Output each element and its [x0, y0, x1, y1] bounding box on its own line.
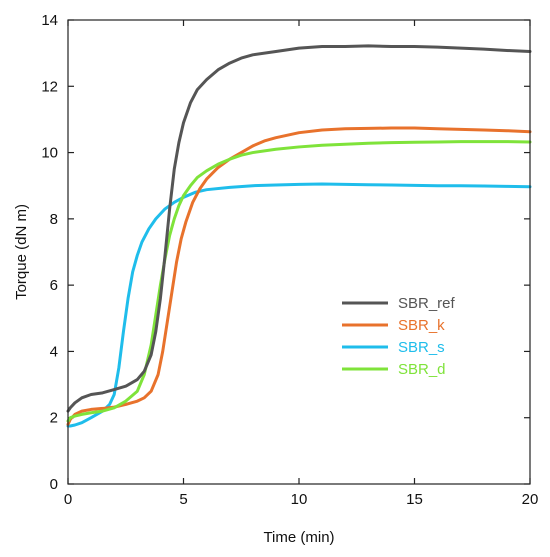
y-tick-label: 0: [50, 476, 58, 493]
y-axis-title: Torque (dN m): [13, 204, 30, 300]
legend-label: SBR_ref: [398, 295, 456, 312]
x-axis-title: Time (min): [263, 529, 334, 546]
series-line-sbr-ref: [66, 44, 532, 413]
y-tick-label: 14: [41, 12, 58, 29]
plot-frame: [67, 19, 531, 485]
y-tick-label: 12: [41, 78, 58, 95]
y-tick-label: 2: [50, 410, 58, 427]
legend-label: SBR_d: [398, 361, 446, 378]
x-tick-label: 20: [522, 491, 539, 508]
y-tick-label: 10: [41, 145, 58, 162]
y-tick-label: 4: [50, 343, 58, 360]
legend-label: SBR_s: [398, 339, 445, 356]
legend: SBR_ref SBR_k SBR_s SBR_d: [342, 295, 456, 378]
x-tick-label: 5: [179, 491, 187, 508]
series-line-sbr-d: [66, 140, 532, 423]
legend-label: SBR_k: [398, 317, 445, 334]
x-tick-label: 10: [291, 491, 308, 508]
x-tick-label: 0: [64, 491, 72, 508]
x-tick-label: 15: [406, 491, 423, 508]
tick-labels: 0 5 10 15 20 0 2 4 6 8 10 12 14: [41, 12, 538, 508]
y-tick-label: 8: [50, 211, 58, 228]
series-layer: [66, 44, 532, 428]
y-tick-label: 6: [50, 277, 58, 294]
